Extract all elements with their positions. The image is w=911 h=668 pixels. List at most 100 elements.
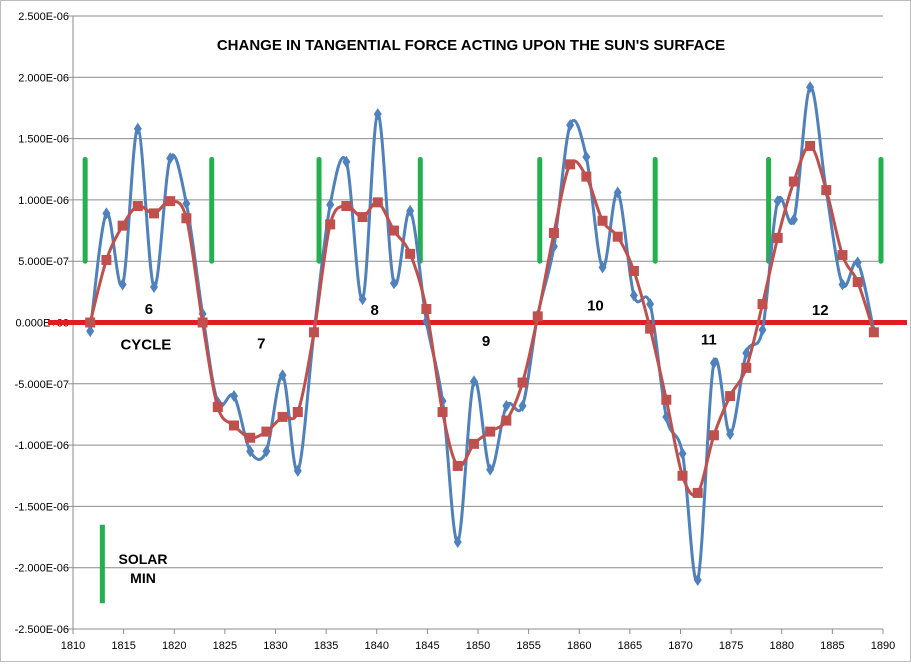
x-tick-label: 1830: [263, 640, 287, 652]
y-tick-label: 5.000E-07: [18, 256, 69, 268]
data-point-diamond: [246, 445, 255, 458]
data-point-square: [805, 140, 816, 151]
data-point-square: [821, 185, 832, 196]
data-point-diamond: [389, 277, 398, 290]
data-point-diamond: [629, 289, 638, 302]
data-point-square: [388, 225, 399, 236]
x-tick-label: 1850: [466, 640, 490, 652]
x-tick-label: 1825: [213, 640, 237, 652]
x-tick-label: 1875: [719, 640, 743, 652]
data-point-diamond: [118, 278, 127, 291]
data-point-diamond: [709, 356, 718, 369]
data-point-square: [149, 208, 159, 219]
data-point-diamond: [182, 197, 191, 210]
data-point-square: [357, 212, 368, 223]
data-point-square: [485, 426, 496, 437]
data-point-square: [245, 432, 256, 443]
data-point-square: [852, 277, 863, 288]
data-point-diamond: [166, 152, 175, 165]
data-point-square: [612, 231, 623, 242]
data-point-diamond: [646, 298, 655, 311]
data-point-diamond: [326, 198, 335, 211]
data-point-diamond: [758, 323, 767, 336]
data-point-square: [677, 470, 688, 481]
data-point-diamond: [453, 535, 462, 548]
data-point-square: [372, 197, 383, 208]
y-tick-label: -1.000E-06: [15, 440, 69, 452]
data-point-square: [708, 430, 719, 441]
data-point-diamond: [726, 428, 735, 441]
data-point-diamond: [102, 207, 111, 220]
data-point-square: [341, 201, 352, 212]
data-point-diamond: [502, 399, 511, 412]
data-point-square: [405, 248, 416, 259]
cycle-label: CYCLE: [120, 337, 171, 354]
data-point-square: [165, 196, 176, 207]
cycle-label: 8: [371, 302, 379, 319]
data-point-square: [117, 220, 128, 231]
y-tick-label: 1.500E-06: [18, 134, 69, 146]
x-tick-label: 1855: [516, 640, 540, 652]
y-tick-label: 2.000E-06: [18, 72, 69, 84]
data-point-square: [261, 426, 272, 437]
data-point-square: [692, 487, 703, 498]
data-point-square: [868, 327, 879, 338]
data-point-diamond: [293, 464, 302, 477]
cycle-label: 6: [145, 301, 153, 318]
x-tick-label: 1835: [314, 640, 338, 652]
x-tick-label: 1815: [111, 640, 135, 652]
data-point-square: [325, 219, 336, 230]
data-point-square: [292, 406, 303, 417]
data-point-square: [181, 213, 192, 224]
data-point-square: [741, 362, 752, 373]
x-tick-label: 1820: [162, 640, 186, 652]
data-point-diamond: [229, 390, 238, 403]
x-tick-label: 1890: [871, 640, 895, 652]
cycle-label: 7: [257, 335, 265, 352]
data-point-square: [532, 311, 543, 322]
y-tick-label: 2.500E-06: [18, 11, 69, 23]
y-tick-label: -2.000E-06: [15, 563, 69, 575]
data-point-square: [132, 201, 143, 212]
data-point-diamond: [582, 150, 591, 163]
data-point-diamond: [598, 261, 607, 274]
data-point-diamond: [566, 119, 575, 132]
data-point-diamond: [133, 122, 142, 135]
data-point-square: [661, 394, 672, 405]
data-point-diamond: [342, 155, 351, 168]
data-point-diamond: [518, 399, 527, 412]
data-point-square: [452, 460, 463, 471]
legend-label-min: MIN: [130, 570, 156, 586]
cycle-label: 12: [812, 302, 829, 319]
data-point-diamond: [406, 204, 415, 217]
data-point-square: [212, 402, 223, 413]
data-point-diamond: [86, 325, 95, 338]
data-point-square: [628, 266, 639, 277]
data-point-diamond: [853, 256, 862, 269]
data-point-square: [277, 411, 288, 422]
data-point-square: [197, 317, 208, 328]
data-point-square: [597, 215, 608, 226]
x-tick-label: 1865: [618, 640, 642, 652]
y-tick-label: -5.000E-07: [15, 379, 69, 391]
data-point-square: [725, 391, 736, 402]
data-point-diamond: [373, 108, 382, 121]
x-tick-label: 1845: [415, 640, 439, 652]
y-tick-label: -1.500E-06: [15, 501, 69, 513]
data-point-square: [308, 327, 319, 338]
x-tick-label: 1885: [820, 640, 844, 652]
x-tick-label: 1860: [567, 640, 591, 652]
data-point-square: [101, 254, 112, 265]
data-point-diamond: [278, 369, 287, 382]
data-point-diamond: [486, 463, 495, 476]
y-tick-label: -2.500E-06: [15, 624, 69, 636]
cycle-label: 9: [482, 333, 490, 350]
data-point-square: [228, 420, 239, 431]
data-point-square: [772, 232, 783, 243]
data-point-diamond: [358, 293, 367, 306]
data-point-square: [757, 299, 768, 310]
data-point-square: [837, 250, 848, 261]
cycle-label: 11: [701, 332, 717, 349]
data-point-diamond: [150, 280, 158, 293]
